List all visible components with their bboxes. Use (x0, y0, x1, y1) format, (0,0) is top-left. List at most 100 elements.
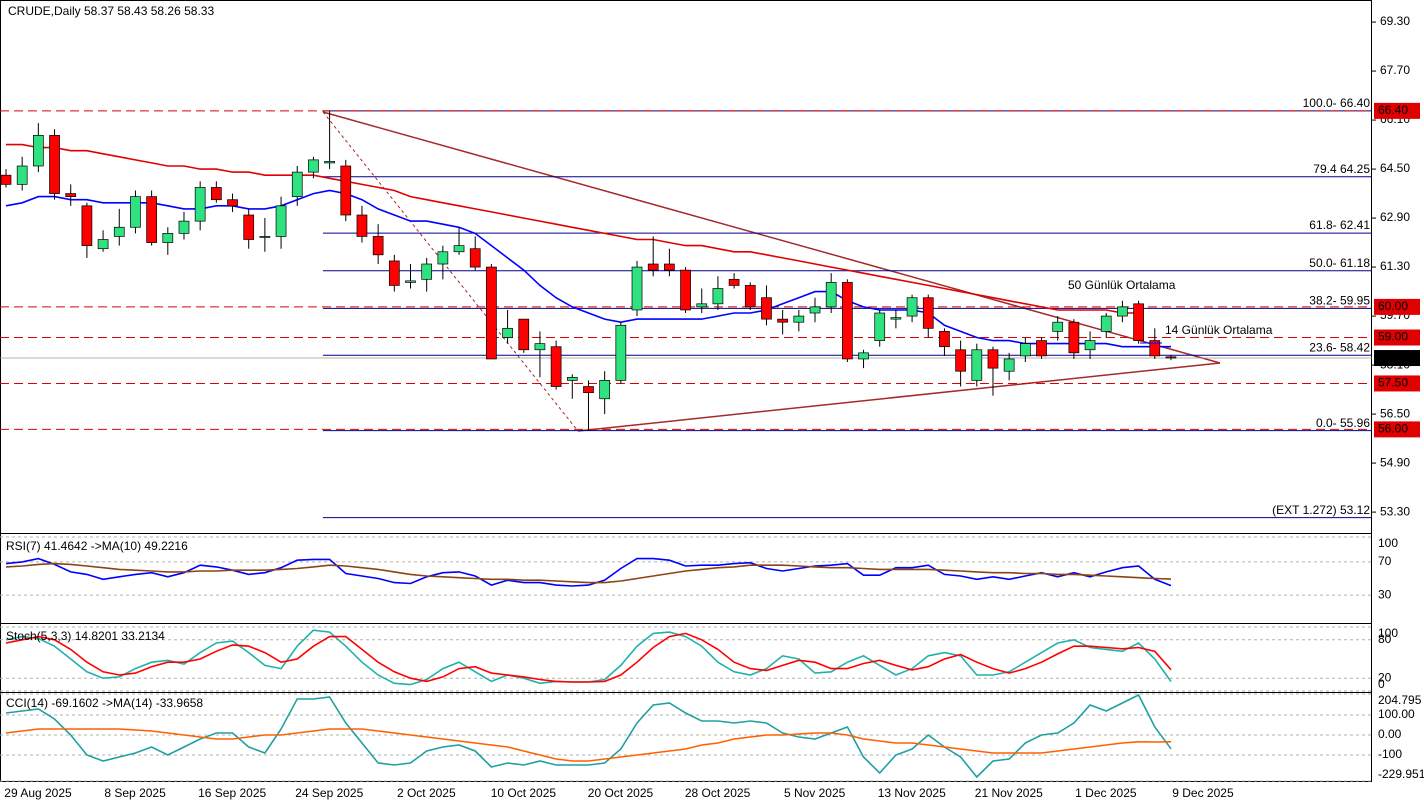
x-tick-label: 10 Oct 2025 (491, 786, 557, 800)
candle-body (291, 171, 303, 197)
candle-body (1003, 358, 1015, 372)
candle-body (971, 349, 983, 381)
fib-label: 61.8- 62.41 (1309, 218, 1370, 232)
candle-body (146, 196, 157, 243)
price-box (1374, 421, 1420, 438)
candle-body (308, 159, 319, 173)
candle-body (502, 327, 513, 338)
candle-body (49, 135, 60, 194)
x-tick-label: 2 Oct 2025 (397, 786, 456, 800)
candle-body (162, 233, 174, 243)
candle-body (647, 263, 659, 271)
candle-body (696, 303, 708, 308)
candle-body (712, 288, 724, 305)
candle-body (534, 343, 546, 351)
fib-label: 50.0- 61.18 (1309, 256, 1370, 270)
price-box-label: 56.00 (1378, 422, 1408, 436)
candle-body (97, 239, 109, 250)
moving-average (6, 143, 1139, 314)
candle-body (421, 263, 433, 280)
x-tick-label: 28 Oct 2025 (685, 786, 751, 800)
indicator-line (5, 728, 1172, 762)
candle-body (65, 193, 77, 197)
x-tick-label: 8 Sep 2025 (104, 786, 166, 800)
series-annotation: 14 Günlük Ortalama (1165, 323, 1273, 337)
price-box (1374, 102, 1420, 119)
candle-body (227, 199, 238, 207)
fib-label: 23.6- 58.42 (1309, 340, 1370, 354)
price-box-label: 60.00 (1378, 299, 1408, 313)
candle-body (825, 282, 837, 308)
candle-body (987, 349, 999, 369)
price-box-label: 57.50 (1378, 376, 1408, 390)
y-tick-label: 70 (1378, 554, 1392, 568)
y-tick-label: 30 (1378, 587, 1392, 601)
price-box (1374, 375, 1420, 392)
candle-body (1052, 321, 1064, 332)
y-tick-label: 64.50 (1380, 161, 1410, 175)
candle-body (680, 269, 691, 311)
candle-body (793, 315, 805, 323)
panel-title: RSI(7) 41.4642 ->MA(10) 49.2216 (6, 539, 188, 553)
candle-body (664, 263, 675, 271)
indicator-line (5, 632, 1172, 683)
candle-body (1117, 306, 1128, 317)
candle-body (922, 297, 934, 329)
candle-body (81, 205, 93, 246)
candle-body (16, 165, 28, 185)
series-annotation: 50 Günlük Ortalama (1068, 278, 1176, 292)
trend-line (322, 111, 1221, 364)
y-tick-label: 100 (1378, 536, 1398, 550)
x-tick-label: 1 Dec 2025 (1075, 786, 1137, 800)
candle-body (550, 346, 562, 387)
candle-body (1019, 343, 1031, 357)
candle-body (324, 161, 335, 164)
candle-body (405, 280, 416, 283)
candle-body (178, 220, 190, 234)
y-tick-label: 67.70 (1380, 63, 1410, 77)
x-tick-label: 16 Sep 2025 (198, 786, 266, 800)
candle-body (243, 214, 255, 240)
y-tick-label: 204.795 (1378, 693, 1422, 707)
panel-title: Stoch(5,3,3) 14.8201 33.2134 (6, 629, 165, 643)
candle-body (631, 266, 643, 311)
x-tick-label: 20 Oct 2025 (588, 786, 654, 800)
candle-body (0, 174, 12, 185)
candle-body (583, 386, 594, 393)
price-box-label: 59.00 (1378, 330, 1408, 344)
x-tick-label: 5 Nov 2025 (784, 786, 846, 800)
candle-body (194, 187, 206, 222)
price-box (1374, 350, 1420, 367)
candle-body (744, 285, 756, 308)
y-tick-label: 80 (1378, 632, 1392, 646)
indicator-line (5, 562, 1172, 584)
candle-body (1100, 315, 1112, 332)
candle-body (275, 205, 287, 237)
price-box (1374, 329, 1420, 346)
candle-body (874, 312, 886, 341)
candle-body (890, 317, 902, 320)
plot-frame (0, 0, 1372, 782)
y-tick-label: 100 (1378, 626, 1398, 640)
candle-body (566, 376, 578, 381)
candle-body (955, 349, 966, 372)
fib-label: 0.0- 55.96 (1316, 416, 1370, 430)
candle-body (486, 266, 497, 360)
price-box (1374, 298, 1420, 315)
fib-label: (EXT 1.272) 53.12 (1272, 503, 1370, 517)
y-tick-label: 69.30 (1380, 14, 1410, 28)
y-tick-label: -229.951 (1378, 767, 1424, 781)
x-tick-label: 13 Nov 2025 (878, 786, 946, 800)
candle-body (615, 324, 627, 381)
y-tick-label: 61.30 (1380, 259, 1410, 273)
candle-body (939, 331, 950, 348)
y-tick-label: 54.90 (1380, 455, 1410, 469)
chart-header: CRUDE,Daily 58.37 58.43 58.26 58.33 (8, 4, 214, 18)
price-box-label: 66.40 (1378, 103, 1408, 117)
candle-body (1149, 340, 1161, 357)
candle-body (437, 251, 449, 265)
candle-body (1068, 321, 1080, 354)
candle-body (1133, 303, 1144, 341)
candle-body (761, 297, 772, 320)
